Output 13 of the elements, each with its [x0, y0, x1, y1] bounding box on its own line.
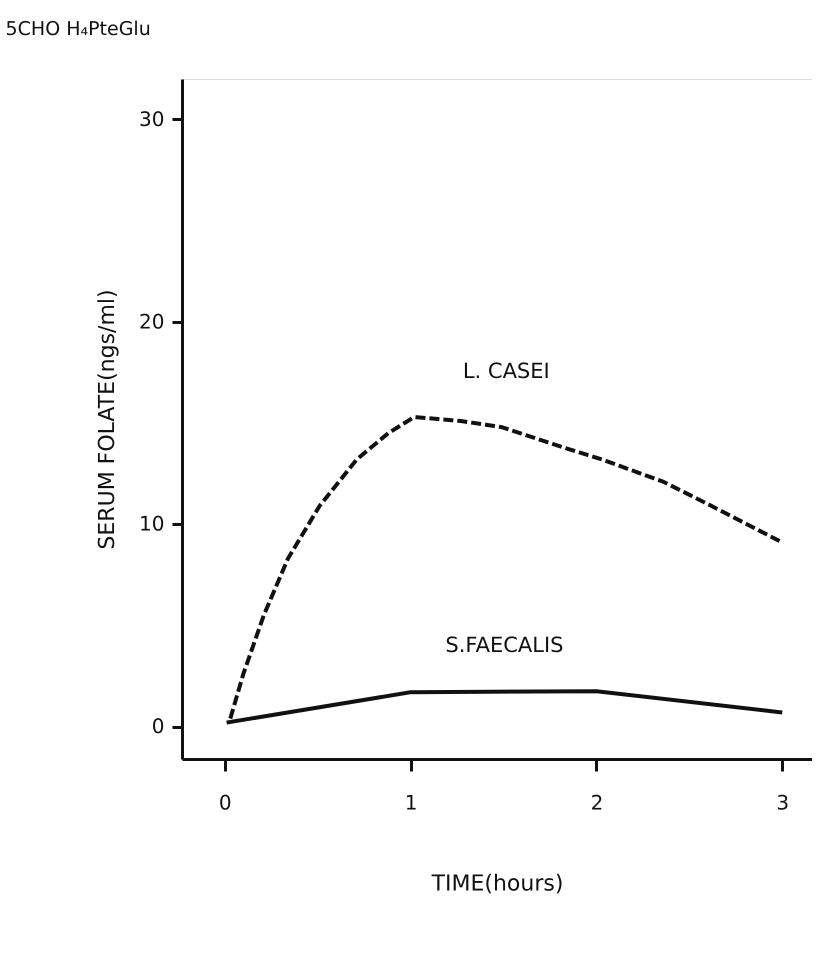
- x-axis-title: TIME(hours): [430, 872, 564, 896]
- series-label: L. CASEI: [462, 358, 550, 383]
- x-tick-label: 1: [404, 790, 418, 814]
- x-tick-label: 3: [776, 790, 790, 814]
- series-label: S.FAECALIS: [445, 633, 564, 658]
- x-tick-label: 0: [218, 790, 232, 814]
- y-tick-label: 30: [139, 106, 164, 131]
- x-tick-label: 2: [590, 790, 604, 814]
- y-axis-title: SERUM FOLATE(ngs/ml): [95, 289, 120, 550]
- y-tick-label: 20: [139, 309, 164, 334]
- y-tick-label: 0: [152, 714, 164, 738]
- chart-title: 5CHO H₄PteGlu: [6, 18, 151, 40]
- y-tick-label: 10: [139, 512, 164, 536]
